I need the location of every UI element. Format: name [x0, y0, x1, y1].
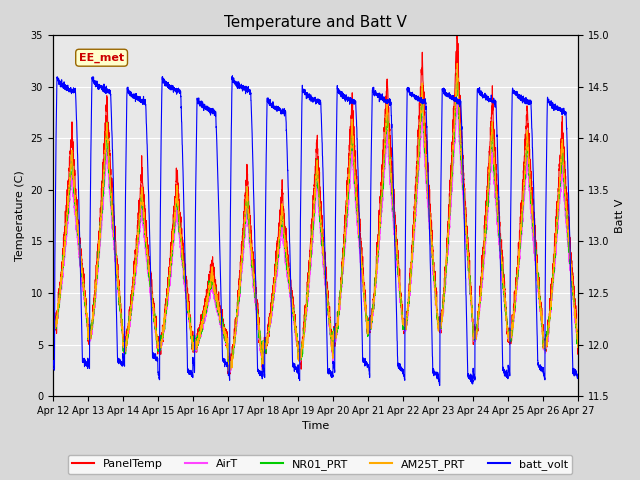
Text: EE_met: EE_met [79, 53, 124, 63]
Title: Temperature and Batt V: Temperature and Batt V [224, 15, 407, 30]
Y-axis label: Temperature (C): Temperature (C) [15, 170, 25, 261]
Legend: PanelTemp, AirT, NR01_PRT, AM25T_PRT, batt_volt: PanelTemp, AirT, NR01_PRT, AM25T_PRT, ba… [68, 455, 572, 474]
Y-axis label: Batt V: Batt V [615, 199, 625, 233]
X-axis label: Time: Time [302, 421, 329, 432]
